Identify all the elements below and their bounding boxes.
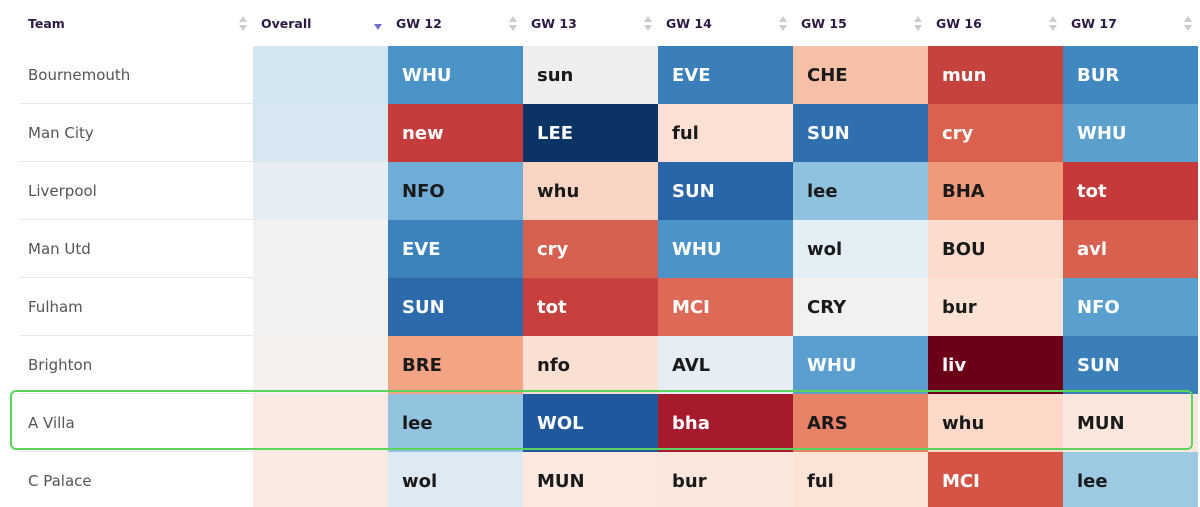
column-header[interactable]: GW 14 xyxy=(658,0,793,46)
sort-icon[interactable] xyxy=(1184,16,1192,32)
fixture-cell: WHU xyxy=(1063,104,1198,162)
team-name: Fulham xyxy=(20,278,253,336)
sort-icon[interactable] xyxy=(1049,16,1057,32)
row-highlight xyxy=(10,390,1193,450)
fixture-cell: AVL xyxy=(658,336,793,394)
fixture-cell: MUN xyxy=(1063,394,1198,452)
column-header[interactable]: Team xyxy=(20,0,253,46)
overall-cell xyxy=(253,394,388,452)
fixture-cell: BRE xyxy=(388,336,523,394)
fixture-cell: NFO xyxy=(388,162,523,220)
fixture-cell: cry xyxy=(928,104,1063,162)
overall-cell xyxy=(253,104,388,162)
fixture-cell: ful xyxy=(658,104,793,162)
fixture-cell: bur xyxy=(658,452,793,507)
fixture-cell: wol xyxy=(793,220,928,278)
fixture-cell: bha xyxy=(658,394,793,452)
fixture-cell: lee xyxy=(1063,452,1198,507)
fixture-cell: sun xyxy=(523,46,658,104)
fixture-cell: MCI xyxy=(928,452,1063,507)
fixture-cell: avl xyxy=(1063,220,1198,278)
sort-icon[interactable] xyxy=(374,16,382,32)
fixture-cell: tot xyxy=(1063,162,1198,220)
sort-icon[interactable] xyxy=(779,16,787,32)
fixture-cell: whu xyxy=(928,394,1063,452)
sort-icon[interactable] xyxy=(914,16,922,32)
column-header[interactable]: GW 15 xyxy=(793,0,928,46)
fixture-cell: lee xyxy=(793,162,928,220)
fixture-cell: BOU xyxy=(928,220,1063,278)
overall-cell xyxy=(253,278,388,336)
fixture-cell: lee xyxy=(388,394,523,452)
fixture-cell: CRY xyxy=(793,278,928,336)
fixture-cell: CHE xyxy=(793,46,928,104)
fixture-cell: wol xyxy=(388,452,523,507)
team-name: Liverpool xyxy=(20,162,253,220)
fixture-cell: EVE xyxy=(658,46,793,104)
fixture-cell: BUR xyxy=(1063,46,1198,104)
fixture-cell: cry xyxy=(523,220,658,278)
overall-cell xyxy=(253,336,388,394)
fixture-cell: BHA xyxy=(928,162,1063,220)
team-name: C Palace xyxy=(20,452,253,507)
fixture-cell: WOL xyxy=(523,394,658,452)
column-header[interactable]: GW 13 xyxy=(523,0,658,46)
fixture-cell: SUN xyxy=(388,278,523,336)
fixture-cell: SUN xyxy=(658,162,793,220)
fixture-cell: ARS xyxy=(793,394,928,452)
fixture-cell: MCI xyxy=(658,278,793,336)
fixture-cell: bur xyxy=(928,278,1063,336)
team-name: Bournemouth xyxy=(20,46,253,104)
fixture-cell: NFO xyxy=(1063,278,1198,336)
overall-cell xyxy=(253,220,388,278)
sort-icon[interactable] xyxy=(239,16,247,32)
fixture-cell: WHU xyxy=(388,46,523,104)
column-header[interactable]: GW 16 xyxy=(928,0,1063,46)
fixture-cell: WHU xyxy=(793,336,928,394)
team-name: A Villa xyxy=(20,394,253,452)
column-header[interactable]: GW 17 xyxy=(1063,0,1198,46)
fixture-cell: tot xyxy=(523,278,658,336)
team-name: Brighton xyxy=(20,336,253,394)
overall-cell xyxy=(253,452,388,507)
overall-cell xyxy=(253,162,388,220)
fixture-cell: WHU xyxy=(658,220,793,278)
fixture-cell: EVE xyxy=(388,220,523,278)
fixture-cell: liv xyxy=(928,336,1063,394)
sort-icon[interactable] xyxy=(509,16,517,32)
fixture-cell: LEE xyxy=(523,104,658,162)
fixture-cell: SUN xyxy=(1063,336,1198,394)
fixture-cell: whu xyxy=(523,162,658,220)
fixture-cell: MUN xyxy=(523,452,658,507)
fixture-cell: SUN xyxy=(793,104,928,162)
team-name: Man City xyxy=(20,104,253,162)
team-name: Man Utd xyxy=(20,220,253,278)
overall-cell xyxy=(253,46,388,104)
column-header[interactable]: GW 12 xyxy=(388,0,523,46)
fixture-cell: mun xyxy=(928,46,1063,104)
sort-icon[interactable] xyxy=(644,16,652,32)
column-header[interactable]: Overall xyxy=(253,0,388,46)
fixture-cell: ful xyxy=(793,452,928,507)
fixture-cell: nfo xyxy=(523,336,658,394)
fixture-cell: new xyxy=(388,104,523,162)
